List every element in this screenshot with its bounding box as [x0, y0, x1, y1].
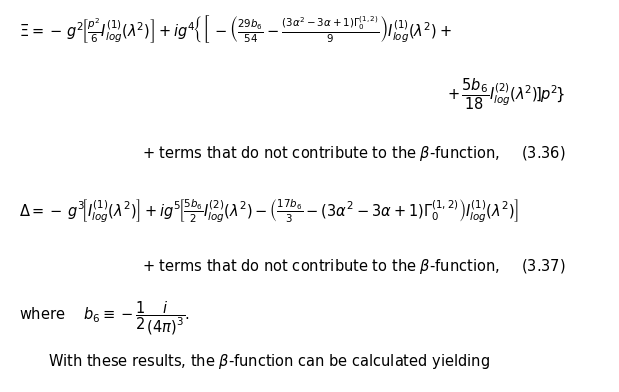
Text: $\Delta = -\,g^3\!\left[I_{log}^{(1)}(\lambda^2)\right] + ig^5\!\left[\frac{5b_6: $\Delta = -\,g^3\!\left[I_{log}^{(1)}(\l… [19, 198, 519, 225]
Text: $+\,\dfrac{5b_6}{18}I_{log}^{(2)}(\lambda^2)\!\left.\right]p^2\!\left.\right\}$: $+\,\dfrac{5b_6}{18}I_{log}^{(2)}(\lambd… [448, 77, 565, 113]
Text: $(3.36)$: $(3.36)$ [521, 144, 565, 162]
Text: $\Xi = -\,g^2\!\left[\frac{p^2}{6}I_{log}^{(1)}(\lambda^2)\right] + ig^4\!\left\: $\Xi = -\,g^2\!\left[\frac{p^2}{6}I_{log… [19, 13, 452, 45]
Text: $(3.37)$: $(3.37)$ [521, 257, 565, 275]
Text: $+$ terms that do not contribute to the $\beta$-function,: $+$ terms that do not contribute to the … [142, 256, 500, 276]
Text: where $\quad b_6 \equiv -\dfrac{1}{2}\dfrac{i}{(4\pi)^3}.$: where $\quad b_6 \equiv -\dfrac{1}{2}\df… [19, 300, 190, 337]
Text: $+$ terms that do not contribute to the $\beta$-function,: $+$ terms that do not contribute to the … [142, 144, 500, 163]
Text: With these results, the $\beta$-function can be calculated yielding: With these results, the $\beta$-function… [48, 352, 490, 371]
